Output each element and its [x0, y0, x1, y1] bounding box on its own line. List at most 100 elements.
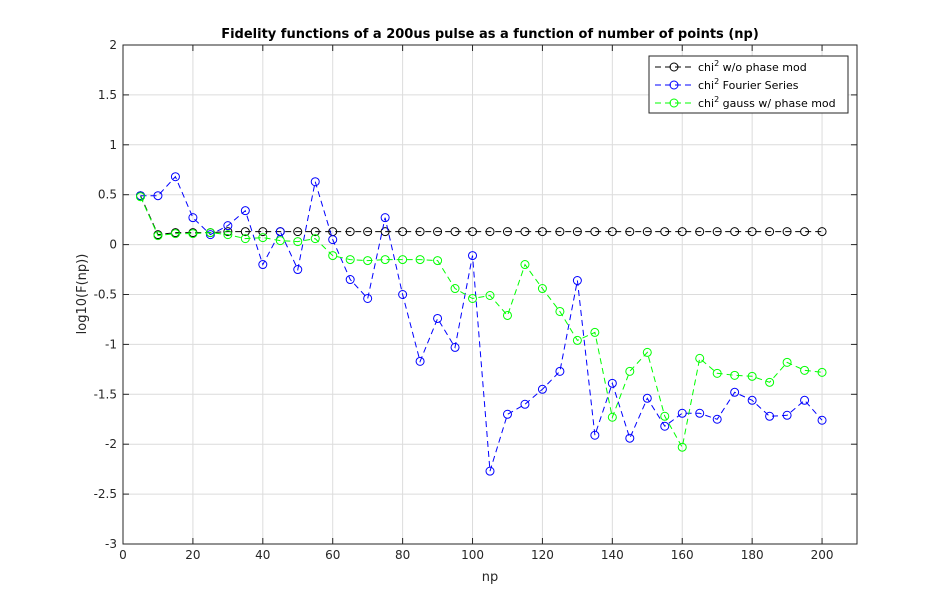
data-point [433, 227, 443, 237]
data-point [485, 227, 495, 237]
data-point [170, 229, 180, 239]
data-point [817, 227, 827, 237]
data-point [660, 227, 670, 237]
data-point [380, 213, 390, 223]
ticks: 0 20 40 60 80 100 120 140 160 180 200-3-2.5-2-1.5-… [94, 38, 857, 562]
data-point [398, 255, 408, 265]
data-point [205, 228, 215, 238]
data-point [240, 227, 250, 237]
y-tick-label: -3 [105, 537, 117, 551]
x-tick-label: 40 [255, 548, 270, 562]
data-point [520, 399, 530, 409]
data-point [800, 395, 810, 405]
legend-item: chi2 gauss w/ phase mod [655, 95, 836, 110]
data-point [258, 260, 268, 270]
data-point [502, 227, 512, 237]
data-point [468, 251, 478, 261]
data-point [695, 408, 705, 418]
data-point [765, 377, 775, 387]
data-point [502, 409, 512, 419]
data-point [363, 256, 373, 266]
series-line [140, 196, 823, 449]
x-tick-label: 100 [461, 548, 484, 562]
data-point [328, 251, 338, 261]
data-point [642, 347, 652, 357]
data-point [240, 206, 250, 216]
legend-label-rest: w/o phase mod [719, 61, 807, 74]
data-point [223, 221, 233, 231]
chart-title: Fidelity functions of a 200us pulse as a… [221, 27, 759, 42]
data-point [310, 234, 320, 244]
legend-box [648, 55, 849, 114]
data-point [135, 192, 145, 202]
data-point [433, 313, 443, 323]
legend-item: chi2 w/o phase mod [655, 59, 807, 74]
series-2 [135, 172, 827, 476]
data-point [415, 227, 425, 237]
data-point [747, 371, 757, 381]
data-point [345, 255, 355, 265]
data-point [607, 412, 617, 422]
data-point [380, 227, 390, 237]
series-line [140, 195, 822, 236]
data-point [765, 227, 775, 237]
data-point [433, 256, 443, 266]
legend-marker [669, 62, 679, 72]
data-point [293, 227, 303, 237]
x-tick-label: 200 [811, 548, 834, 562]
data-point [153, 191, 163, 201]
legend-label-name: chi [698, 61, 714, 74]
data-point [642, 227, 652, 237]
x-tick-label: 60 [325, 548, 340, 562]
x-tick-label: 120 [531, 548, 554, 562]
y-tick-label: 1.5 [98, 88, 117, 102]
data-point [170, 172, 180, 182]
data-point [468, 227, 478, 237]
data-point [258, 227, 268, 237]
y-tick-label: -2.5 [94, 487, 117, 501]
series-line [140, 175, 823, 472]
x-tick-label: 80 [395, 548, 410, 562]
data-point [730, 227, 740, 237]
data-point [712, 414, 722, 424]
x-tick-label: 140 [601, 548, 624, 562]
legend-label-superscript: 2 [714, 77, 719, 86]
data-point [398, 290, 408, 299]
data-point [363, 293, 373, 303]
data-point [625, 227, 635, 237]
y-tick-label: -1.5 [94, 387, 117, 401]
legend-label-rest: gauss w/ phase mod [719, 97, 835, 110]
data-point [712, 227, 722, 237]
data-point [502, 310, 512, 320]
data-point [695, 353, 705, 363]
legend-label-name: chi [698, 97, 714, 110]
data-point [537, 284, 547, 294]
data-point [800, 365, 810, 375]
y-tick-label: 0.5 [98, 188, 117, 202]
data-point [450, 227, 460, 237]
x-tick-label: 160 [671, 548, 694, 562]
data-point [485, 290, 495, 300]
data-point [677, 442, 687, 452]
data-point [660, 421, 670, 431]
y-tick-label: -2 [105, 437, 117, 451]
data-point [537, 384, 547, 394]
x-tick-label: 180 [741, 548, 764, 562]
data-point [363, 227, 373, 237]
data-point [607, 378, 617, 388]
data-point [537, 227, 547, 237]
data-point [555, 306, 565, 316]
legend-label-name: chi [698, 79, 714, 92]
legend-label: chi2 w/o phase mod [698, 59, 807, 74]
data-point [450, 342, 460, 352]
data-point [747, 227, 757, 237]
data-point [590, 430, 600, 440]
data-point [730, 370, 740, 380]
data-point [258, 233, 268, 243]
data-point [345, 275, 355, 285]
data-point [747, 395, 757, 405]
data-point [677, 408, 687, 418]
